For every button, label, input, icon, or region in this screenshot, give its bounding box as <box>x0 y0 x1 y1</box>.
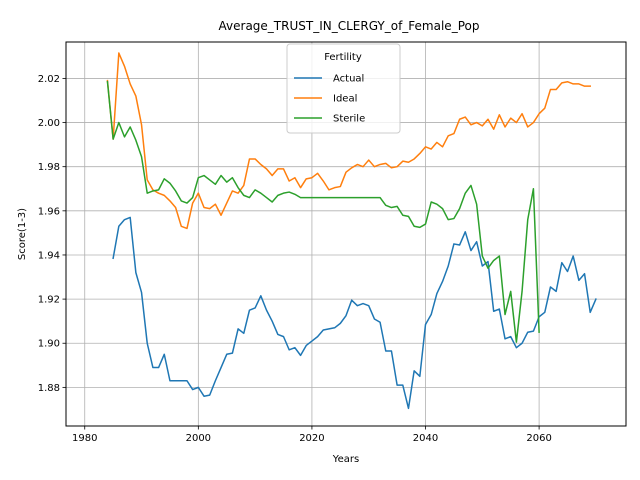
plot-frame <box>65 41 627 427</box>
x-tick-label: 1980 <box>72 433 97 444</box>
y-tick-label: 1.88 <box>38 383 60 394</box>
legend-label-ideal: Ideal <box>333 94 357 105</box>
x-tick-label: 2000 <box>186 433 211 444</box>
y-axis-label: Score(1-3) <box>17 208 28 260</box>
y-tick-label: 1.96 <box>38 206 60 217</box>
series-lines <box>106 52 597 410</box>
chart-title: Average_TRUST_IN_CLERGY_of_Female_Pop <box>219 19 480 33</box>
legend-box <box>286 43 401 134</box>
legend-entries: Actual Ideal Sterile <box>294 74 365 125</box>
legend-label-sterile: Sterile <box>333 114 365 125</box>
legend-label-actual: Actual <box>333 74 364 85</box>
y-tick-label: 1.98 <box>38 162 60 173</box>
series-line-ideal <box>106 52 591 230</box>
x-tick-label: 2020 <box>299 433 324 444</box>
y-tick-label: 1.90 <box>38 339 60 350</box>
y-tick-label: 2.00 <box>38 118 60 129</box>
y-tick-label: 1.92 <box>38 295 60 306</box>
series-line-sterile <box>106 80 540 343</box>
series-line-actual <box>112 216 597 410</box>
legend: Fertility Actual Ideal Sterile <box>286 43 401 134</box>
x-axis-label: Years <box>332 454 359 465</box>
x-axis-ticks: 1980 2000 2020 2040 2060 <box>72 426 552 444</box>
x-tick-label: 2040 <box>413 433 438 444</box>
x-tick-label: 2060 <box>526 433 551 444</box>
y-tick-label: 2.02 <box>38 74 60 85</box>
legend-title: Fertility <box>324 52 362 63</box>
y-tick-label: 1.94 <box>38 250 60 261</box>
y-axis-ticks: 1.88 1.90 1.92 1.94 1.96 1.98 2.00 2.02 <box>38 74 66 394</box>
